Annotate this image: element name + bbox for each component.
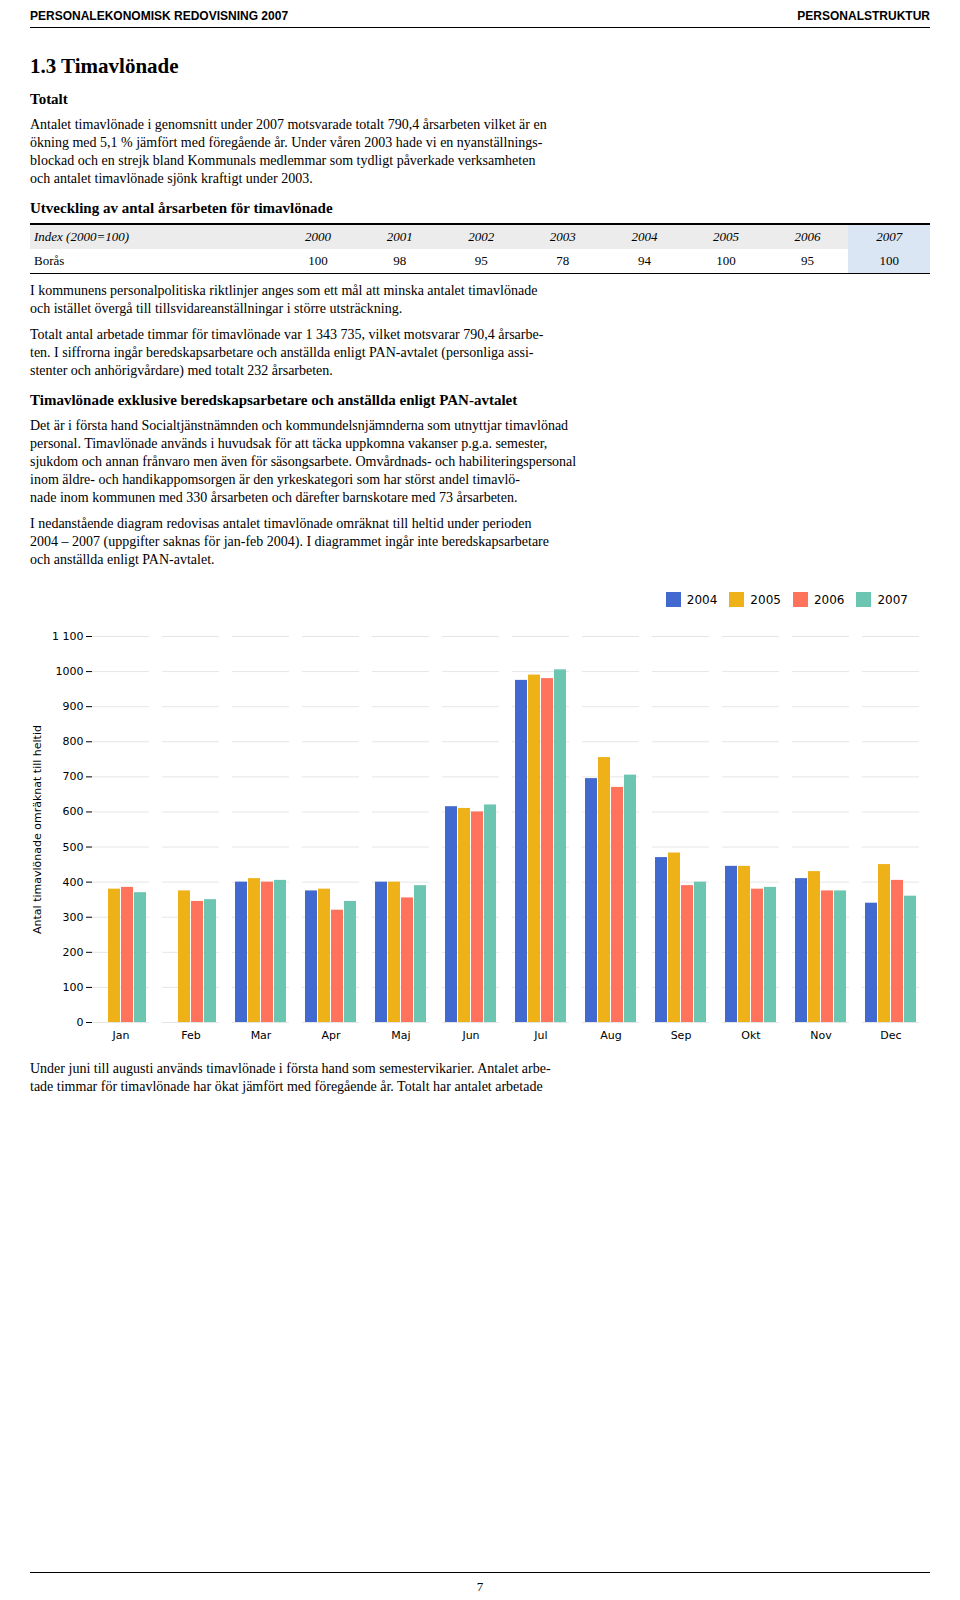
html-text:ten. I siffrorna ingår beredsk: ten. I siffrorna ingår beredskapsarbetar… [30,345,534,360]
html-text:2003: 2003 [549,229,576,244]
html-text:sjukdom och annan frånvaro men: sjukdom och annan frånvaro men även för … [30,454,577,469]
html-text:78: 78 [556,253,570,268]
svg-text:Dec: Dec [880,1029,901,1042]
html-text:2004: 2004 [686,592,718,607]
html-text:2004 – 2007 (uppgifter saknas: 2004 – 2007 (uppgifter saknas för jan-fe… [30,534,549,549]
svg-text:0: 0 [77,1016,84,1029]
html-text:Under juni till augusti använd: Under juni till augusti används timavlön… [30,1061,551,1076]
svg-text:Sep: Sep [671,1029,692,1042]
html-text:Borås: Borås [34,253,65,268]
svg-text:300: 300 [63,911,84,924]
html-text:och antalet timavlönade sjönk: och antalet timavlönade sjönk kraftigt u… [30,171,313,186]
svg-text:Apr: Apr [321,1029,341,1042]
html-text:2005: 2005 [713,229,739,244]
html-text:I nedanstående diagram redovis: I nedanstående diagram redovisas antalet… [30,516,532,531]
svg-text:Antal timavlönade omräknat til: Antal timavlönade omräknat till heltid [31,725,44,934]
html-text:Det är i första hand Socialtjä: Det är i första hand Socialtjänstnämnden… [30,418,569,433]
html-text:Timavlönade exklusive beredska: Timavlönade exklusive beredskapsarbetare… [30,392,518,408]
html-text:Totalt: Totalt [30,91,68,107]
svg-text:900: 900 [63,700,84,713]
html-text:Antalet timavlönade i genomsni: Antalet timavlönade i genomsnitt under 2… [30,117,547,132]
html-text:98: 98 [393,253,407,268]
html-text:tade timmar för timavlönade ha: tade timmar för timavlönade har ökat jäm… [30,1079,543,1094]
svg-text:Mar: Mar [251,1029,272,1042]
svg-text:Jul: Jul [533,1029,547,1042]
html-text:2004: 2004 [631,229,658,244]
svg-text:600: 600 [63,805,84,818]
svg-text:200: 200 [63,946,84,959]
svg-text:Feb: Feb [181,1029,200,1042]
svg-text:100: 100 [63,981,84,994]
html-text:ökning med 5,1 % jämfört med f: ökning med 5,1 % jämfört med föregående … [30,135,543,150]
svg-text:1 100: 1 100 [52,630,84,643]
html-text:95: 95 [801,253,814,268]
html-text:94: 94 [637,253,651,268]
html-text:Index (2000=100): Index (2000=100) [34,229,130,244]
html-text:personal. Timavlönade används: personal. Timavlönade används i huvudsak… [30,436,548,451]
svg-text:Jan: Jan [112,1029,130,1042]
html-text:och anställda enligt PAN-avtal: och anställda enligt PAN-avtalet. [30,552,215,567]
html-text:1.3 Timavlönade: 1.3 Timavlönade [30,54,179,78]
html-text:inom äldre- och handikappomsor: inom äldre- och handikappomsorgen är den… [30,472,520,487]
html-text:I kommunens personalpolitiska: I kommunens personalpolitiska riktlinjer… [30,283,538,298]
html-text:100: 100 [879,253,899,268]
html-text:2005: 2005 [750,592,781,607]
html-text:100: 100 [716,253,736,268]
svg-text:Nov: Nov [810,1029,832,1042]
html-text:7: 7 [476,1579,484,1594]
svg-text:Aug: Aug [600,1029,621,1042]
svg-text:Jun: Jun [461,1029,479,1042]
html-text:2000: 2000 [305,229,332,244]
html-text:PERSONALEKONOMISK REDOVISNING: PERSONALEKONOMISK REDOVISNING 2007 [30,9,289,23]
html-text:Totalt antal arbetade timmar f: Totalt antal arbetade timmar för timavlö… [30,327,544,342]
svg-text:Maj: Maj [391,1029,410,1042]
svg-text:1000: 1000 [56,665,84,678]
html-text:2007: 2007 [876,229,903,244]
html-text:nade inom kommunen med 330 års: nade inom kommunen med 330 årsarbeten oc… [30,490,518,505]
svg-text:Okt: Okt [741,1029,761,1042]
html-text:PERSONALSTRUKTUR: PERSONALSTRUKTUR [797,9,930,23]
svg-text:500: 500 [63,841,84,854]
svg-text:700: 700 [63,770,84,783]
html-text:2007: 2007 [877,592,908,607]
html-text:2001: 2001 [386,229,413,244]
html-text:blockad och en strejk bland Ko: blockad och en strejk bland Kommunals me… [30,153,536,168]
html-text:2006: 2006 [813,592,845,607]
html-text:stenter och anhörigvårdare) me: stenter och anhörigvårdare) med totalt 2… [30,363,333,378]
svg-text:400: 400 [63,876,84,889]
html-text:Utveckling av antal årsarbeten: Utveckling av antal årsarbeten för timav… [30,200,333,216]
html-text:2006: 2006 [794,229,821,244]
html-text:95: 95 [474,253,488,268]
svg-text:800: 800 [63,735,84,748]
html-text:och istället övergå till tills: och istället övergå till tillsvidareanst… [30,301,403,316]
html-text:2002: 2002 [468,229,495,244]
html-text:100: 100 [308,253,328,268]
